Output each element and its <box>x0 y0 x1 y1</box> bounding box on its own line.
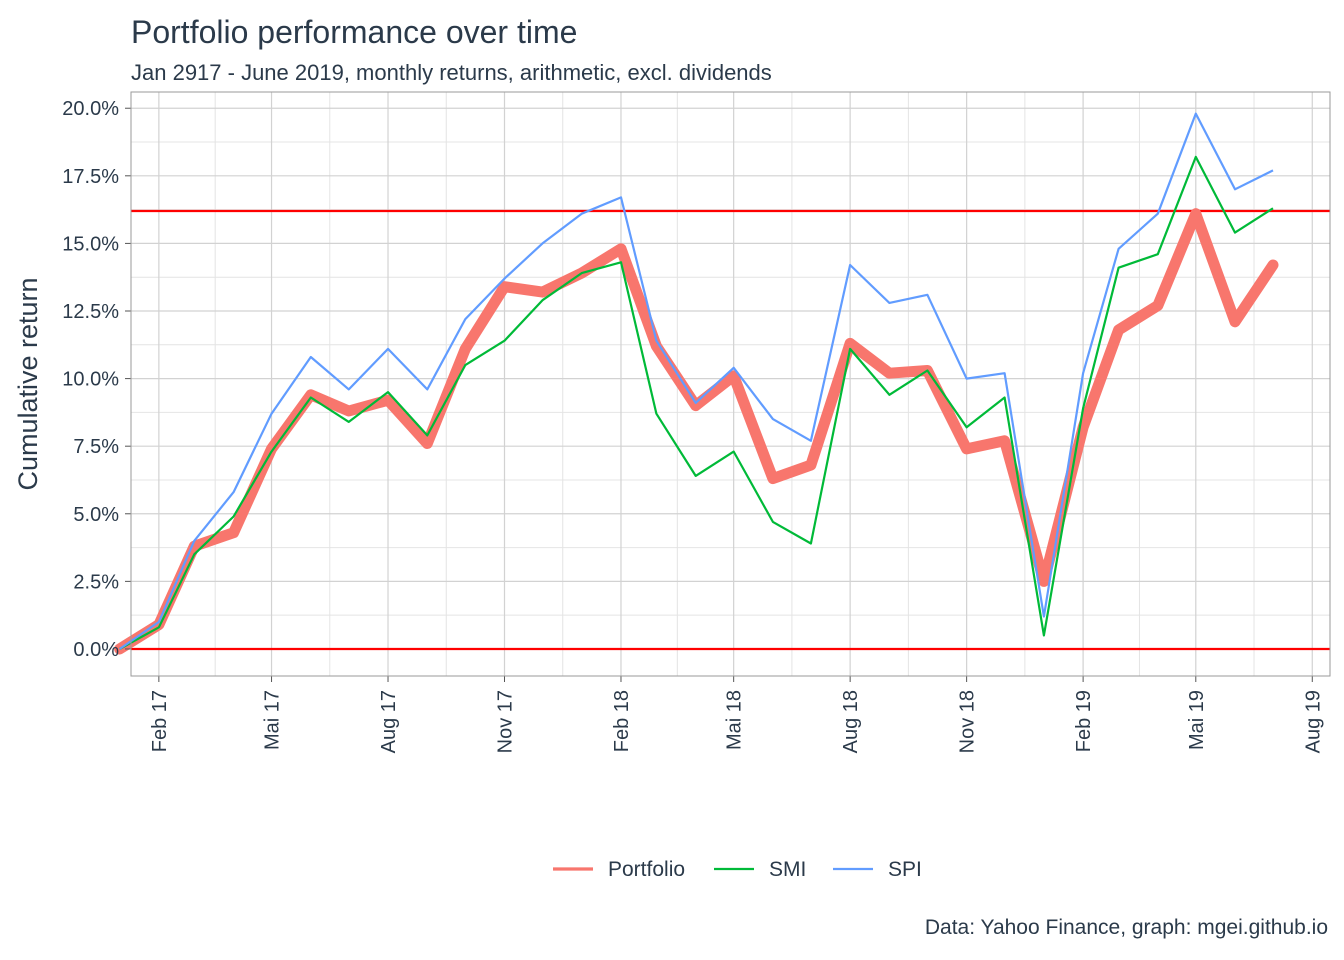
legend-label-spi: SPI <box>888 858 922 881</box>
x-tick-label: Aug 18 <box>840 690 862 753</box>
chart-subtitle: Jan 2917 - June 2019, monthly returns, a… <box>131 60 772 85</box>
x-tick-label: Feb 19 <box>1073 690 1095 752</box>
y-tick-label: 5.0% <box>73 504 119 526</box>
x-tick-label: Nov 18 <box>957 690 979 753</box>
x-tick-label: Aug 19 <box>1302 690 1324 753</box>
y-axis-title: Cumulative return <box>13 277 43 490</box>
series-line-spi <box>118 112 1274 650</box>
x-tick-label: Feb 18 <box>611 690 633 752</box>
series-lines <box>114 112 1279 655</box>
legend-label-smi: SMI <box>769 858 806 881</box>
x-tick-label: Mai 19 <box>1186 690 1208 750</box>
legend-label-portfolio: Portfolio <box>608 858 685 881</box>
y-tick-label: 7.5% <box>73 436 119 458</box>
y-tick-label: 15.0% <box>62 233 119 255</box>
y-tick-label: 12.5% <box>62 301 119 323</box>
x-tick-label: Aug 17 <box>378 690 400 753</box>
panel-border <box>130 91 1331 677</box>
legend: Portfolio SMI SPI <box>553 858 922 881</box>
chart-title: Portfolio performance over time <box>131 14 578 50</box>
y-tick-label: 17.5% <box>62 166 119 188</box>
x-tick-label: Nov 17 <box>495 690 517 753</box>
y-tick-label: 10.0% <box>62 369 119 391</box>
reference-lines <box>131 209 1330 651</box>
series-line-smi <box>119 155 1274 650</box>
x-tick-label: Mai 18 <box>724 690 746 750</box>
chart-caption: Data: Yahoo Finance, graph: mgei.github.… <box>924 916 1328 939</box>
y-tick-label: 0.0% <box>73 639 119 661</box>
x-tick-label: Feb 17 <box>149 690 171 752</box>
y-tick-label: 2.5% <box>73 571 119 593</box>
x-tick-label: Mai 17 <box>262 690 284 750</box>
series-line-portfolio <box>114 208 1279 655</box>
axes: 0.0% 2.5% 5.0% 7.5% 10.0% 12.5% 15.0% 17.5% 20.0… <box>62 91 1331 753</box>
y-tick-label: 20.0% <box>62 98 119 120</box>
